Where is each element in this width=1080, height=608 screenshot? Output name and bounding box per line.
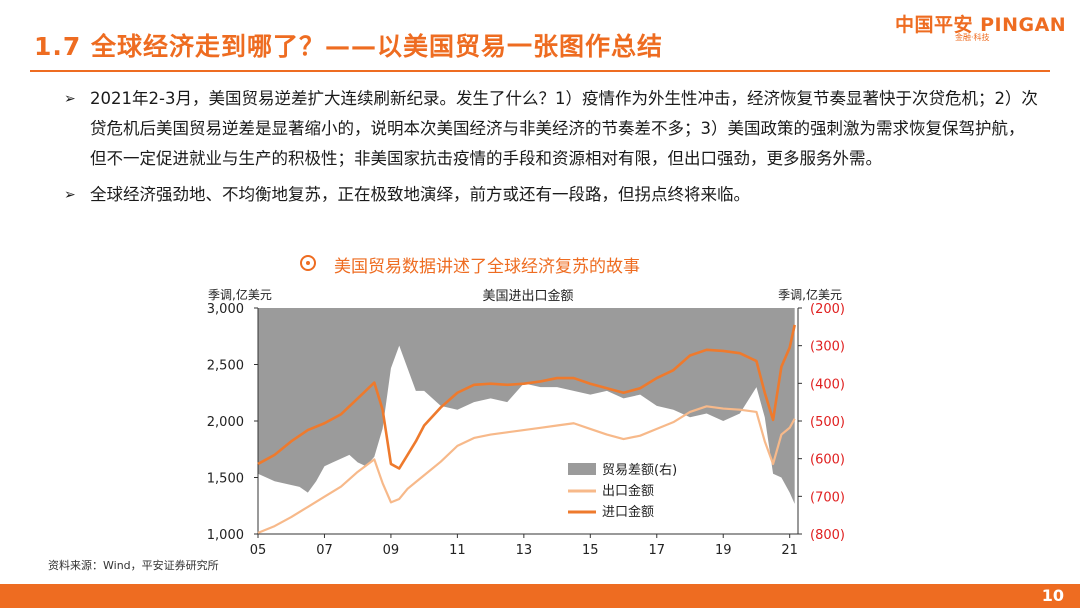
legend-label-export: 出口金额 [602, 483, 654, 499]
left-tick-label: 1,500 [207, 472, 244, 487]
x-tick-label: 17 [648, 543, 665, 558]
page-title: 1.7 全球经济走到哪了？——以美国贸易一张图作总结 [34, 32, 663, 61]
x-tick-label: 07 [316, 543, 333, 558]
right-tick-label: (400) [810, 377, 845, 392]
left-tick-label: 3,000 [207, 302, 244, 317]
x-tick-label: 21 [781, 543, 798, 558]
right-axis-unit: 季调,亿美元 [778, 287, 842, 302]
right-tick-label: (700) [810, 490, 845, 505]
legend-label-balance: 贸易差额(右) [602, 463, 677, 478]
logo-text: 中国平安 PINGAN [895, 14, 1067, 36]
x-tick-label: 09 [383, 543, 400, 558]
title-divider [30, 70, 1050, 72]
left-tick-label: 1,000 [207, 528, 244, 543]
left-axis-unit: 季调,亿美元 [208, 287, 272, 302]
right-tick-label: (300) [810, 340, 845, 355]
x-tick-label: 19 [715, 543, 732, 558]
right-tick-label: (800) [810, 528, 845, 543]
left-tick-label: 2,500 [207, 359, 244, 374]
chart-caption: 美国贸易数据讲述了全球经济复苏的故事 [300, 252, 760, 278]
legend-swatch-balance [568, 463, 596, 475]
right-tick-label: (500) [810, 415, 845, 430]
arrow-bullet-icon: ➢ [64, 187, 76, 203]
bullet-text: 全球经济强劲地、不均衡地复苏，正在极致地演绎，前方或还有一段路，但拐点终将来临。 [90, 185, 750, 204]
chart-caption-text: 美国贸易数据讲述了全球经济复苏的故事 [334, 257, 640, 277]
source-note: 资料来源：Wind，平安证券研究所 [48, 559, 219, 572]
chart-title: 美国进出口金额 [482, 288, 573, 304]
brand-logo: 中国平安 PINGAN 金融·科技 [895, 10, 1067, 46]
right-tick-label: (200) [810, 302, 845, 317]
x-tick-label: 15 [582, 543, 599, 558]
x-tick-label: 05 [250, 543, 267, 558]
x-tick-label: 13 [516, 543, 533, 558]
arrow-bullet-icon: ➢ [64, 91, 76, 107]
footer-bar: 10 [0, 584, 1080, 608]
page-number: 10 [1041, 586, 1064, 605]
right-tick-label: (600) [810, 453, 845, 468]
bullet-item: ➢ 全球经济强劲地、不均衡地复苏，正在极致地演绎，前方或还有一段路，但拐点终将来… [64, 180, 1039, 210]
export-line [257, 405, 796, 534]
bullet-list: ➢ 2021年2-3月，美国贸易逆差扩大连续刷新纪录。发生了什么？1）疫情作为外… [64, 84, 1039, 210]
logo-subtext: 金融·科技 [955, 33, 990, 42]
x-tick-label: 11 [449, 543, 466, 558]
left-tick-label: 2,000 [207, 415, 244, 430]
bullet-text: 2021年2-3月，美国贸易逆差扩大连续刷新纪录。发生了什么？1）疫情作为外生性… [90, 89, 1038, 168]
bullet-item: ➢ 2021年2-3月，美国贸易逆差扩大连续刷新纪录。发生了什么？1）疫情作为外… [64, 84, 1039, 174]
target-circle-icon [300, 255, 316, 271]
import-line [257, 324, 796, 470]
trade-balance-area [258, 308, 795, 504]
legend-label-import: 进口金额 [602, 504, 654, 520]
